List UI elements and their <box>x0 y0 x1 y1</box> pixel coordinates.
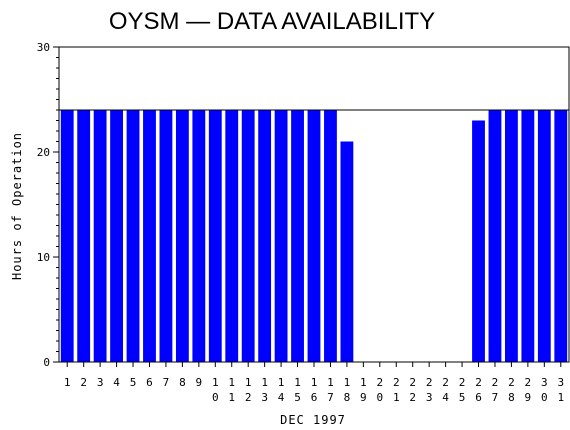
bar-day-15 <box>291 110 304 362</box>
bar-day-30 <box>537 110 551 362</box>
x-tick-label-7: 7 <box>163 376 170 389</box>
bar-day-28 <box>505 110 518 362</box>
bar-day-29 <box>521 110 535 362</box>
x-axis-label: DEC 1997 <box>280 413 346 427</box>
x-axis: 1 2 3 4 5 6 7 8 9 1 01 11 21 31 41 51 61 71 81 92 02 12 22 32 42… <box>64 362 564 404</box>
bar-day-13 <box>258 110 272 362</box>
x-tick-label-5: 5 <box>130 376 137 389</box>
bar-day-10 <box>208 110 222 362</box>
x-tick-label-6: 6 <box>146 376 153 389</box>
bar-day-8 <box>175 110 189 362</box>
bar-day-12 <box>241 110 255 362</box>
bar-day-17 <box>324 110 337 362</box>
x-tick-label-8: 8 <box>179 376 186 389</box>
bar-day-2 <box>77 110 91 362</box>
y-tick-label: 20 <box>37 146 50 159</box>
bar-day-3 <box>93 110 107 362</box>
y-tick-label: 10 <box>37 251 50 264</box>
y-tick-label: 30 <box>37 41 50 54</box>
x-tick-label-1: 1 <box>64 376 71 389</box>
x-tick-label-2: 2 <box>80 376 87 389</box>
y-axis-label: Hours of Operation <box>10 132 24 280</box>
y-axis: 0 10 20 30 <box>37 41 59 369</box>
x-tick-label-3: 3 <box>97 376 104 389</box>
chart-title: OYSM — DATA AVAILABILITY <box>109 8 435 35</box>
bar-group <box>60 110 568 362</box>
bar-day-1 <box>60 110 74 362</box>
y-tick-label: 0 <box>43 356 50 369</box>
bar-day-11 <box>225 110 239 362</box>
bar-day-31 <box>554 110 568 362</box>
bar-day-16 <box>307 110 321 362</box>
bar-day-7 <box>159 110 173 362</box>
bar-day-6 <box>143 110 156 362</box>
x-tick-label-9: 9 <box>196 376 203 389</box>
bar-day-14 <box>274 110 288 362</box>
x-tick-label-4: 4 <box>113 376 120 389</box>
bar-day-27 <box>488 110 502 362</box>
bar-day-4 <box>110 110 123 362</box>
bar-day-9 <box>192 110 206 362</box>
bar-day-26 <box>472 120 485 362</box>
bar-day-5 <box>126 110 140 362</box>
bar-day-18 <box>340 141 354 362</box>
